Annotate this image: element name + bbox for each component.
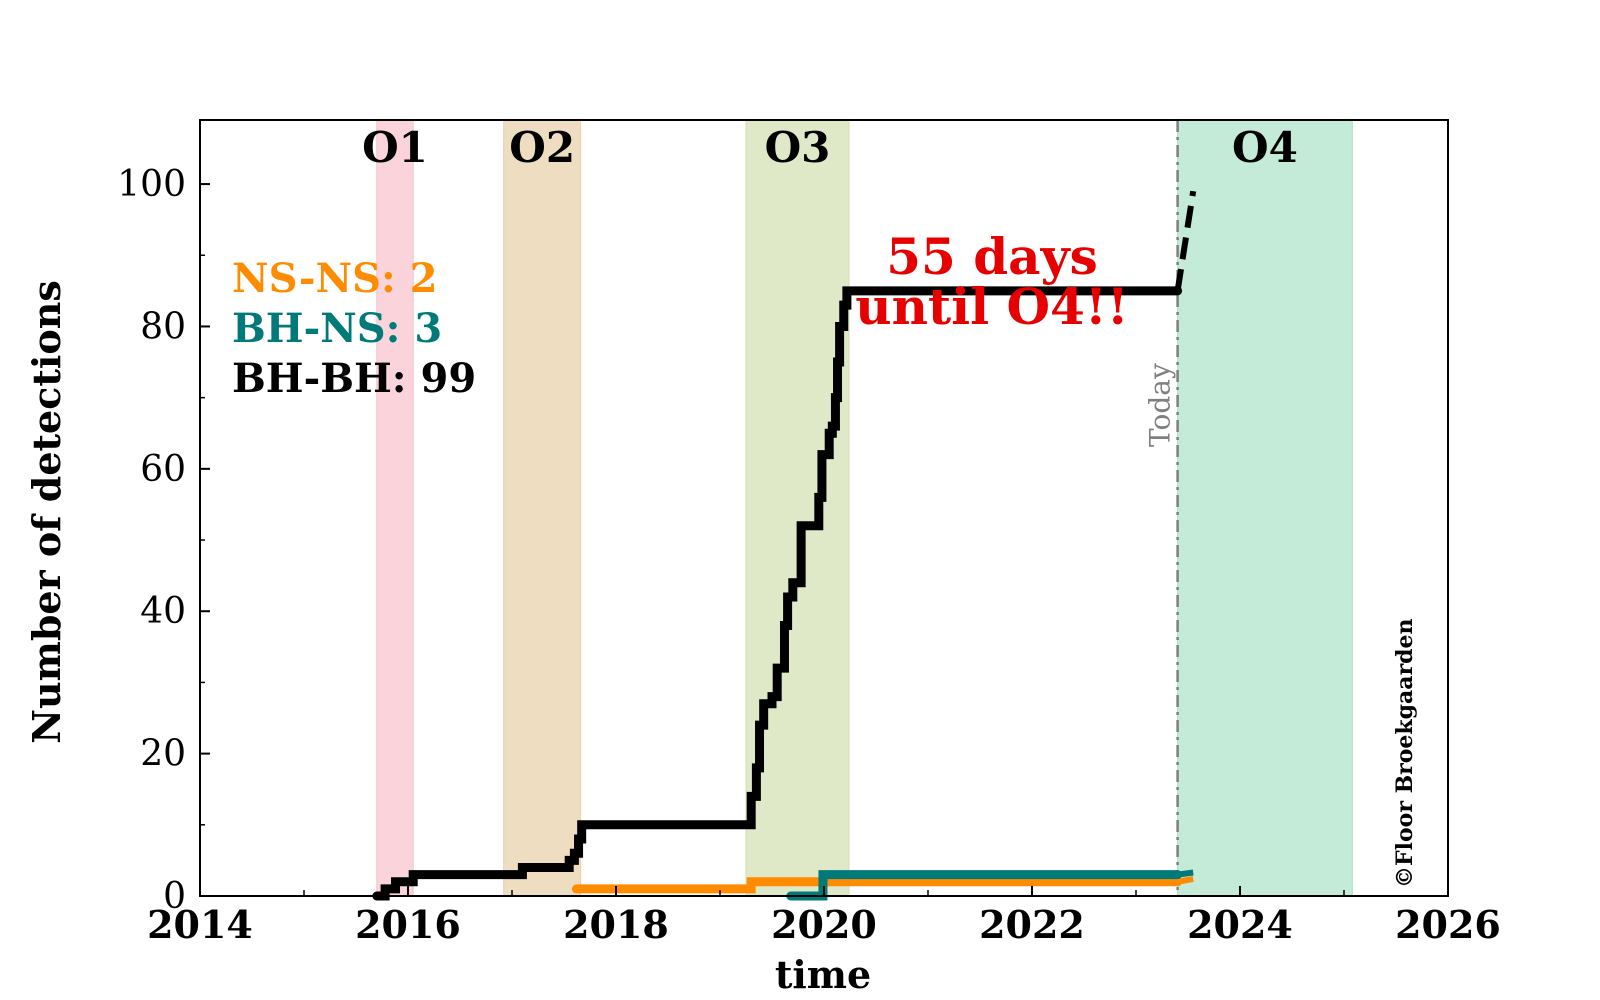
countdown-annotation-line-1: 55 days (886, 227, 1098, 286)
legend-entry: NS-NS: 2 (232, 255, 438, 302)
series-line-ns-ns (571, 877, 1183, 894)
x-tick-label: 2026 (1395, 902, 1501, 947)
projection-line-ns-ns (1177, 875, 1194, 885)
x-tick-label: 2014 (147, 902, 253, 947)
x-tick-label: 2020 (771, 902, 877, 947)
run-label-o4: O4 (1232, 123, 1298, 172)
legend-entry: BH-BH: 99 (232, 355, 476, 402)
y-tick-label: 40 (140, 591, 186, 632)
x-tick-label: 2018 (563, 902, 669, 947)
observing-run-labels: O1 O2 O3 O4 (362, 123, 1298, 172)
y-tick-label: 100 (117, 164, 186, 205)
y-axis-label: Number of detections (24, 280, 69, 743)
run-label-o1: O1 (362, 123, 428, 172)
axes: 0 20 40 60 80 100 2014 2016 2018 2020 2022 2024 2026 (117, 119, 1501, 947)
x-tick-label: 2022 (979, 902, 1085, 947)
y-tick-label: 60 (140, 449, 186, 490)
observing-run-bands (376, 119, 1353, 897)
countdown-annotation-line-2: until O4!! (855, 277, 1128, 336)
y-tick-label: 20 (140, 734, 186, 775)
today-marker: Today (1144, 120, 1179, 896)
x-tick-label: 2016 (355, 902, 461, 947)
projection-line-bh-ns (1177, 869, 1194, 878)
today-label: Today (1144, 363, 1177, 447)
y-tick-label: 0 (163, 876, 186, 917)
run-band-o1 (376, 119, 414, 897)
legend-entry: BH-NS: 3 (232, 305, 442, 352)
run-band-o4 (1177, 119, 1353, 897)
run-band-o2 (503, 119, 582, 897)
x-tick-label: 2024 (1187, 902, 1293, 947)
legend: NS-NS: 2BH-NS: 3BH-BH: 99 (232, 255, 476, 402)
run-label-o3: O3 (765, 123, 831, 172)
series-line-bh-bh (372, 286, 1183, 901)
credit-text: ©Floor Broekgaarden (1392, 618, 1418, 888)
x-axis-label: time (775, 952, 871, 997)
projection-line-bh-bh (1174, 190, 1197, 292)
run-band-o3 (745, 119, 850, 897)
run-label-o2: O2 (509, 123, 575, 172)
y-tick-label: 80 (140, 306, 186, 347)
